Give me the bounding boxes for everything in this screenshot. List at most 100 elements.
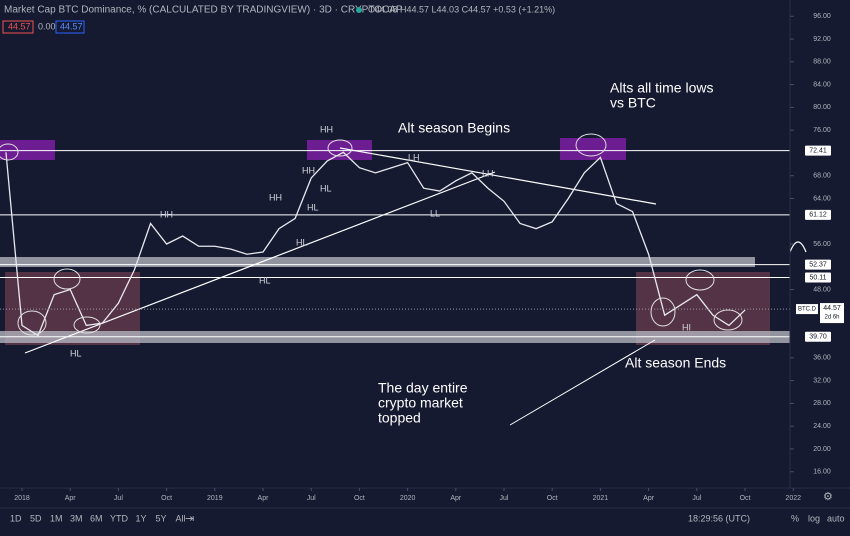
level-label: 72.41 <box>809 147 827 154</box>
ellipse <box>327 139 353 157</box>
x-tick-label: Jul <box>307 495 316 502</box>
swing-label: HL <box>296 237 308 247</box>
ellipse <box>575 133 607 157</box>
y-tick-label: 20.00 <box>813 446 831 453</box>
ellipse <box>685 269 715 291</box>
x-tick-label: 2020 <box>400 495 416 502</box>
swing-label: HH <box>160 209 173 219</box>
range-button[interactable]: 1D <box>10 513 22 523</box>
level-label: 52.37 <box>809 262 827 269</box>
zone <box>307 140 372 160</box>
x-tick-label: Apr <box>643 495 655 502</box>
y-tick-label: 16.00 <box>813 469 831 476</box>
annotation: Alt season Ends <box>625 355 726 371</box>
scale-option[interactable]: auto <box>827 513 845 523</box>
x-tick-label: Apr <box>450 495 462 502</box>
zone <box>0 140 55 160</box>
y-tick-label: 80.00 <box>813 104 831 111</box>
curve <box>789 241 807 253</box>
swing-label: HL <box>259 275 271 285</box>
y-tick-label: 64.00 <box>813 195 831 202</box>
x-tick-label: Jul <box>692 495 701 502</box>
swing-label: HI <box>682 322 691 332</box>
ellipse <box>73 316 101 334</box>
swing-label: LH <box>408 152 420 162</box>
range-button[interactable]: 1M <box>50 513 63 523</box>
y-tick-label: 36.00 <box>813 355 831 362</box>
band <box>0 257 755 267</box>
value-box-text: 44.57 <box>60 21 83 31</box>
y-tick-label: 76.00 <box>813 127 831 134</box>
price-tag-box <box>796 304 818 315</box>
value-box-text: 0.00 <box>38 21 56 31</box>
ellipse <box>650 297 676 327</box>
chart-title: Market Cap BTC Dominance, % (CALCULATED … <box>4 5 403 16</box>
swing-label: HH <box>302 165 315 175</box>
y-tick-label: 68.00 <box>813 173 831 180</box>
scale-option[interactable]: log <box>808 513 820 523</box>
x-tick-label: Oct <box>354 495 365 502</box>
ohlc: O44.08 H44.57 L44.03 C44.57 +0.53 (+1.21… <box>368 4 555 14</box>
annotation: topped <box>378 410 421 426</box>
x-tick-label: Jul <box>114 495 123 502</box>
x-tick-label: Oct <box>161 495 172 502</box>
x-tick-label: 2019 <box>207 495 223 502</box>
x-tick-label: 2021 <box>593 495 609 502</box>
x-tick-label: Oct <box>740 495 751 502</box>
level-tag <box>805 209 831 220</box>
ellipse <box>17 310 47 336</box>
y-tick-label: 88.00 <box>813 59 831 66</box>
level-tag <box>805 259 831 270</box>
x-tick-label: Jul <box>500 495 509 502</box>
y-tick-label: 48.00 <box>813 286 831 293</box>
annotation: Alts all time lows <box>610 80 713 96</box>
ellipse <box>0 143 19 161</box>
price-tag-value: 44.57 <box>823 305 841 312</box>
range-button[interactable]: 3M <box>70 513 83 523</box>
price-tag-name: BTC.D <box>798 307 817 313</box>
ellipse <box>53 268 81 290</box>
range-button[interactable]: 5D <box>30 513 42 523</box>
settings-icon[interactable]: ⚙ <box>823 491 833 503</box>
level-label: 61.12 <box>809 212 827 219</box>
x-tick-label: 2018 <box>14 495 30 502</box>
range-button[interactable]: 6M <box>90 513 103 523</box>
annotation: The day entire <box>378 380 468 396</box>
y-tick-label: 56.00 <box>813 241 831 248</box>
y-tick-label: 24.00 <box>813 423 831 430</box>
swing-label: HH <box>269 192 282 202</box>
level-tag <box>805 145 831 156</box>
trendline <box>339 147 657 205</box>
price-line <box>5 151 746 337</box>
level-tag <box>805 331 831 342</box>
zone <box>560 138 626 160</box>
y-tick-label: 32.00 <box>813 377 831 384</box>
annotation: vs BTC <box>610 95 656 111</box>
level-tag <box>805 272 831 283</box>
value-box-text: 44.57 <box>8 21 31 31</box>
annotation: crypto market <box>378 395 463 411</box>
level-label: 39.70 <box>809 334 827 341</box>
range-button[interactable]: All <box>176 513 186 523</box>
clock: 18:29:56 (UTC) <box>688 513 750 523</box>
range-button[interactable]: 5Y <box>156 513 167 523</box>
swing-label: LL <box>430 208 440 218</box>
swing-label: HH <box>320 124 333 134</box>
swing-label: HL <box>320 183 332 193</box>
range-button[interactable]: 1Y <box>136 513 147 523</box>
swing-label: HL <box>70 348 82 358</box>
y-tick-label: 28.00 <box>813 400 831 407</box>
x-tick-label: 2022 <box>785 495 801 502</box>
y-tick-label: 96.00 <box>813 13 831 20</box>
value-box <box>2 20 34 34</box>
swing-label: LH <box>482 168 494 178</box>
scale-option[interactable]: % <box>791 513 799 523</box>
price-tag-countdown: 2d 6h <box>824 315 839 321</box>
annotation: Alt season Begins <box>398 120 510 136</box>
y-tick-label: 84.00 <box>813 81 831 88</box>
y-tick-label: 92.00 <box>813 36 831 43</box>
range-button[interactable]: YTD <box>110 513 129 523</box>
range-icon[interactable]: ⇥ <box>185 513 194 525</box>
swing-label: HL <box>307 202 319 212</box>
